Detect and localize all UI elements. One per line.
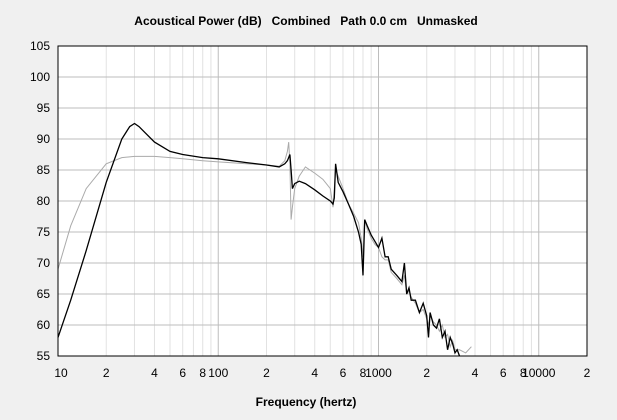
x-tick-label: 10 [54, 366, 68, 380]
y-tick-label: 70 [37, 256, 51, 270]
x-tick-label: 4 [151, 366, 158, 380]
x-axis-label: Frequency (hertz) [256, 395, 357, 409]
x-tick-label: 100 [208, 366, 228, 380]
x-tick-label: 4 [472, 366, 479, 380]
y-tick-label: 80 [37, 194, 51, 208]
x-tick-label: 6 [500, 366, 507, 380]
x-tick-label: 2 [103, 366, 110, 380]
x-tick-label: 8 [199, 366, 206, 380]
series-line-1 [57, 122, 461, 357]
x-tick-label: 6 [340, 366, 347, 380]
y-tick-label: 85 [37, 163, 51, 177]
x-tick-label: 8 [360, 366, 367, 380]
y-tick-label: 90 [37, 132, 51, 146]
y-tick-label: 95 [37, 101, 51, 115]
x-tick-label: 2 [263, 366, 270, 380]
chart-title: Acoustical Power (dB) Combined Path 0.0 … [134, 14, 477, 28]
y-tick-labels: 55 60 65 70 75 80 85 90 95 100 105 [30, 39, 50, 363]
x-tick-label: 10000 [522, 366, 556, 380]
x-tick-label: 4 [311, 366, 318, 380]
y-tick-label: 55 [37, 349, 51, 363]
y-tick-label: 75 [37, 225, 51, 239]
y-tick-label: 105 [30, 39, 50, 53]
plot-frame [57, 45, 588, 357]
x-tick-label: 2 [584, 366, 591, 380]
series-layer [57, 122, 472, 357]
y-tick-label: 60 [37, 318, 51, 332]
x-tick-label: 2 [423, 366, 430, 380]
y-tick-label: 100 [30, 70, 50, 84]
x-tick-label: 8 [520, 366, 527, 380]
x-tick-label: 1000 [365, 366, 392, 380]
y-tick-label: 65 [37, 287, 51, 301]
x-tick-label: 6 [179, 366, 186, 380]
